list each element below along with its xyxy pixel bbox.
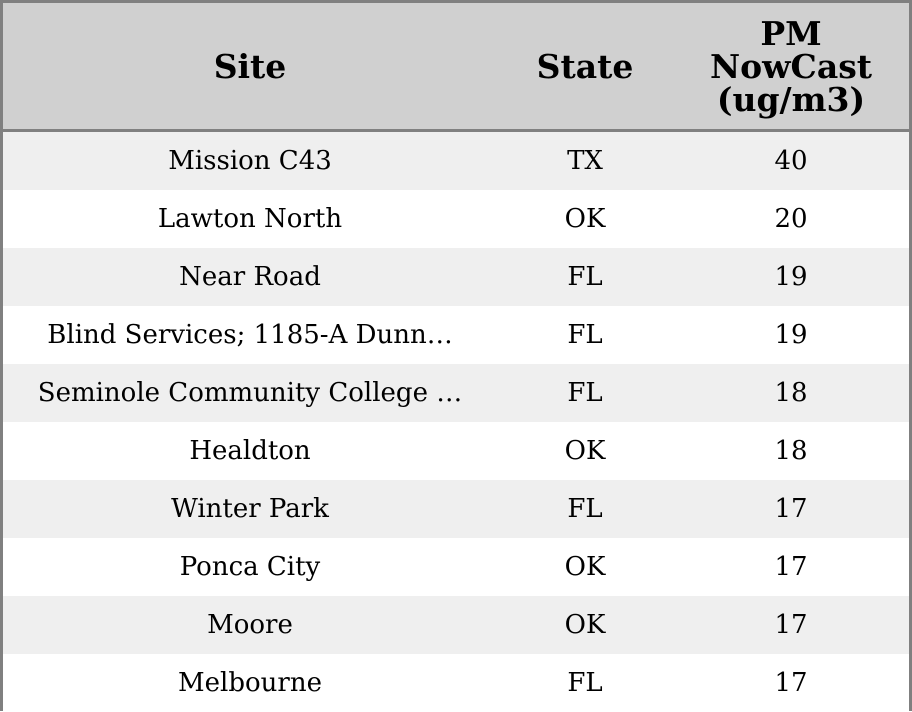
cell-state: TX (567, 146, 603, 176)
table-row: Blind Services; 1185-A Dunn… FL 19 (3, 306, 909, 364)
cell-pm-nowcast: 40 (774, 146, 808, 176)
cell-pm-nowcast: 19 (774, 320, 808, 350)
table-row: Ponca City OK 17 (3, 538, 909, 596)
table-row: Seminole Community College … FL 18 (3, 364, 909, 422)
cell-state: OK (564, 204, 606, 234)
cell-state: FL (567, 378, 603, 408)
cell-pm-nowcast: 17 (774, 494, 808, 524)
cell-state: FL (567, 668, 603, 698)
table-row: Near Road FL 19 (3, 248, 909, 306)
cell-state: OK (564, 552, 606, 582)
cell-site: Seminole Community College … (37, 378, 463, 408)
cell-site: Mission C43 (168, 146, 332, 176)
table-row: Lawton North OK 20 (3, 190, 909, 248)
header-site: Site (213, 46, 287, 86)
cell-site: Blind Services; 1185-A Dunn… (47, 320, 453, 350)
table-row: Winter Park FL 17 (3, 480, 909, 538)
cell-site: Ponca City (179, 552, 321, 582)
cell-pm-nowcast: 17 (774, 552, 808, 582)
header-state: State (536, 46, 634, 86)
table-row: Healdton OK 18 (3, 422, 909, 480)
table-body: Mission C43 TX 40 Lawton North OK 20 Near Road… (3, 132, 909, 712)
table-header-row: Site State PM NowCast (ug/m3) (3, 3, 909, 132)
cell-pm-nowcast: 17 (774, 668, 808, 698)
cell-site: Melbourne (178, 668, 322, 698)
cell-state: FL (567, 262, 603, 292)
cell-pm-nowcast: 18 (774, 378, 808, 408)
table-row: Moore OK 17 (3, 596, 909, 654)
cell-state: OK (564, 610, 606, 640)
cell-site: Healdton (189, 436, 311, 466)
cell-pm-nowcast: 20 (774, 204, 808, 234)
cell-pm-nowcast: 18 (774, 436, 808, 466)
cell-pm-nowcast: 19 (774, 262, 808, 292)
cell-site: Winter Park (171, 494, 329, 524)
header-pm-nowcast: PM NowCast (ug/m3) (709, 13, 873, 119)
cell-state: FL (567, 494, 603, 524)
cell-site: Lawton North (157, 204, 343, 234)
cell-site: Near Road (179, 262, 321, 292)
cell-state: FL (567, 320, 603, 350)
table-row: Mission C43 TX 40 (3, 132, 909, 190)
table-row: Melbourne FL 17 (3, 654, 909, 712)
cell-pm-nowcast: 17 (774, 610, 808, 640)
cell-site: Moore (207, 610, 293, 640)
cell-state: OK (564, 436, 606, 466)
